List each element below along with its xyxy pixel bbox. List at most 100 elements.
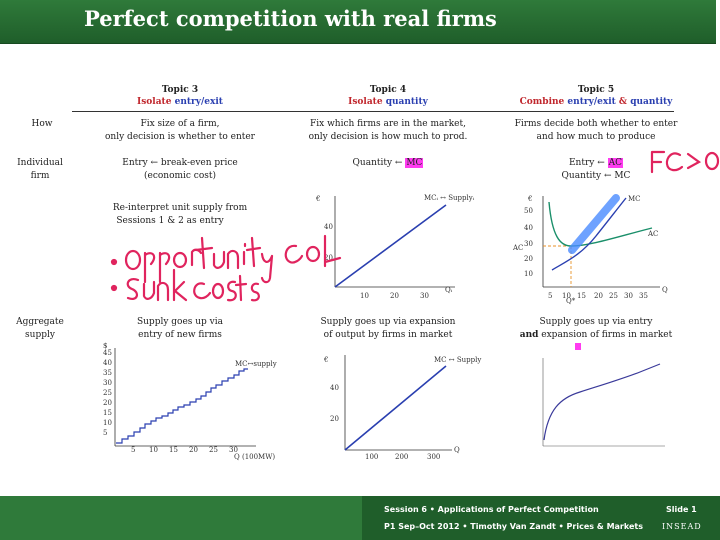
magenta-marker — [575, 343, 581, 350]
chart-mc-supply-individual: € Qᵢ 40 20 10 20 30 MCᵢ ↔ Supplyᵢ — [315, 194, 475, 300]
c2-highlight-stroke — [568, 194, 620, 254]
c1-xtick-30: 30 — [420, 292, 429, 300]
how-col3-line2: and how much to produce — [536, 132, 656, 142]
chart-aggregate-linear: € Q 40 20 100 200 300 MC ↔ Supply — [323, 355, 481, 461]
agg-col1-line2: entry of new firms — [138, 330, 222, 340]
c3-ytick-5: 5 — [103, 429, 107, 437]
c4-series-line — [344, 365, 447, 451]
c3-ytick-30: 30 — [103, 379, 112, 387]
slide-title: Perfect competition with real firms — [84, 6, 497, 31]
how-col2-line2: only decision is how much to prod. — [308, 132, 468, 142]
c2-xtick-25: 25 — [609, 292, 618, 300]
chart-aggregate-concave — [542, 358, 665, 447]
col1-sub: Isolate entry/exit — [137, 97, 223, 107]
agg-col3-line1: Supply goes up via entry — [539, 317, 653, 327]
c2-ytick-40: 40 — [524, 224, 533, 232]
c3-ylabel: $ — [103, 342, 107, 350]
c3-ytick-45: 45 — [103, 349, 112, 357]
c3-xtick-20: 20 — [189, 446, 198, 454]
agg-col2-line1: Supply goes up via expansion — [320, 317, 456, 327]
agg-col1-line1: Supply goes up via — [136, 317, 224, 327]
c2-ytick-10: 10 — [524, 270, 533, 278]
how-col2-line1: Fix which firms are in the market, — [310, 119, 466, 129]
c3-xtick-30: 30 — [229, 446, 238, 454]
c3-xlabel: Q (100MW) — [234, 453, 275, 461]
ind-col3-line2: Quantity ← MC — [561, 171, 631, 181]
footer-left-bar — [0, 496, 362, 540]
ind-col2-line1: Quantity ← MC — [352, 158, 424, 168]
c3-ytick-20: 20 — [103, 399, 112, 407]
c2-xtick-10: 10 — [562, 292, 571, 300]
ind-note-line1: Re-interpret unit supply from — [112, 203, 248, 213]
col2-sub: Isolate quantity — [348, 97, 428, 107]
c3-series-label: MC↔supply — [235, 360, 277, 368]
c2-mc-label: MC — [628, 195, 641, 203]
how-col3-line1: Firms decide both whether to enter — [514, 119, 678, 129]
c3-step-curve — [116, 368, 248, 444]
c5-curve — [543, 363, 661, 441]
c4-series-label: MC ↔ Supply — [434, 356, 481, 364]
c4-xtick-100: 100 — [365, 453, 378, 461]
c2-xtick-20: 20 — [594, 292, 603, 300]
c3-ytick-10: 10 — [103, 419, 112, 427]
c2-ylabel: € — [527, 195, 532, 203]
c4-xlabel: Q — [454, 446, 460, 454]
c1-ytick-20: 20 — [324, 254, 333, 262]
col3-topic: Topic 5 — [577, 85, 615, 95]
how-col1-line2: only decision is whether to enter — [105, 132, 255, 142]
handwriting-fc — [650, 150, 720, 174]
c3-ytick-35: 35 — [103, 369, 112, 377]
c1-xtick-10: 10 — [360, 292, 369, 300]
c1-series-line — [334, 204, 447, 288]
handwriting-sunk-costs — [110, 268, 260, 302]
header-divider — [72, 111, 674, 112]
col2-topic: Topic 4 — [369, 85, 407, 95]
c3-ytick-15: 15 — [103, 409, 112, 417]
row-label-firm: firm — [30, 171, 50, 181]
c3-xtick-5: 5 — [131, 446, 135, 454]
row-label-how: How — [31, 119, 53, 129]
c2-xtick-35: 35 — [639, 292, 648, 300]
handwriting-opportunity-cost — [110, 234, 342, 284]
c4-ytick-20: 20 — [330, 415, 339, 423]
footer: Session 6 • Applications of Perfect Comp… — [0, 496, 720, 540]
col3-sub: Combine entry/exit & quantity — [519, 97, 673, 107]
c4-ylabel: € — [323, 356, 328, 364]
chart-mc-ac: € Q 50 40 30 20 10 5 10 15 20 25 30 35 A… — [512, 194, 668, 305]
c2-xlabel: Q — [662, 286, 668, 294]
c3-xtick-10: 10 — [149, 446, 158, 454]
c1-series-label: MCᵢ ↔ Supplyᵢ — [424, 194, 475, 202]
footer-insead-logo: INSEAD — [662, 522, 702, 531]
chart-aggregate-step: $ 45 40 35 30 25 20 15 10 5 5 10 15 20 2… — [103, 342, 277, 461]
row-label-aggregate: Aggregate — [16, 317, 64, 327]
ind-col1-line1: Entry ← break-even price — [122, 158, 238, 168]
c2-ytick-20: 20 — [524, 255, 533, 263]
ind-note-line2: Sessions 1 & 2 as entry — [116, 216, 224, 226]
c3-ytick-25: 25 — [103, 389, 112, 397]
agg-col3-line2: and expansion of firms in market — [519, 330, 673, 340]
c3-xtick-25: 25 — [209, 446, 218, 454]
c3-ytick-40: 40 — [103, 359, 112, 367]
col1-topic: Topic 3 — [161, 85, 199, 95]
ind-col3-line1: Entry ← AC — [568, 158, 624, 168]
how-col1-line1: Fix size of a firm, — [140, 119, 220, 129]
c2-xtick-15: 15 — [577, 292, 586, 300]
c1-xlabel: Qᵢ — [445, 286, 453, 294]
c4-ytick-40: 40 — [330, 384, 339, 392]
agg-col2-line2: of output by firms in market — [323, 330, 453, 340]
c1-xtick-20: 20 — [390, 292, 399, 300]
row-label-supply: supply — [25, 330, 55, 340]
c3-xtick-15: 15 — [169, 446, 178, 454]
c2-qstar-annot: Q* — [566, 297, 576, 305]
row-label-individual: Individual — [17, 158, 63, 168]
c2-ytick-50: 50 — [524, 207, 533, 215]
c1-ytick-40: 40 — [324, 223, 333, 231]
c2-ac-label: AC — [647, 230, 658, 238]
footer-session: Session 6 • Applications of Perfect Comp… — [384, 505, 599, 514]
c2-ytick-30: 30 — [524, 240, 533, 248]
c2-ac-curve — [548, 201, 653, 247]
footer-slide-number: Slide 1 — [666, 505, 697, 514]
c4-xtick-200: 200 — [395, 453, 408, 461]
c2-xtick-5: 5 — [548, 292, 552, 300]
